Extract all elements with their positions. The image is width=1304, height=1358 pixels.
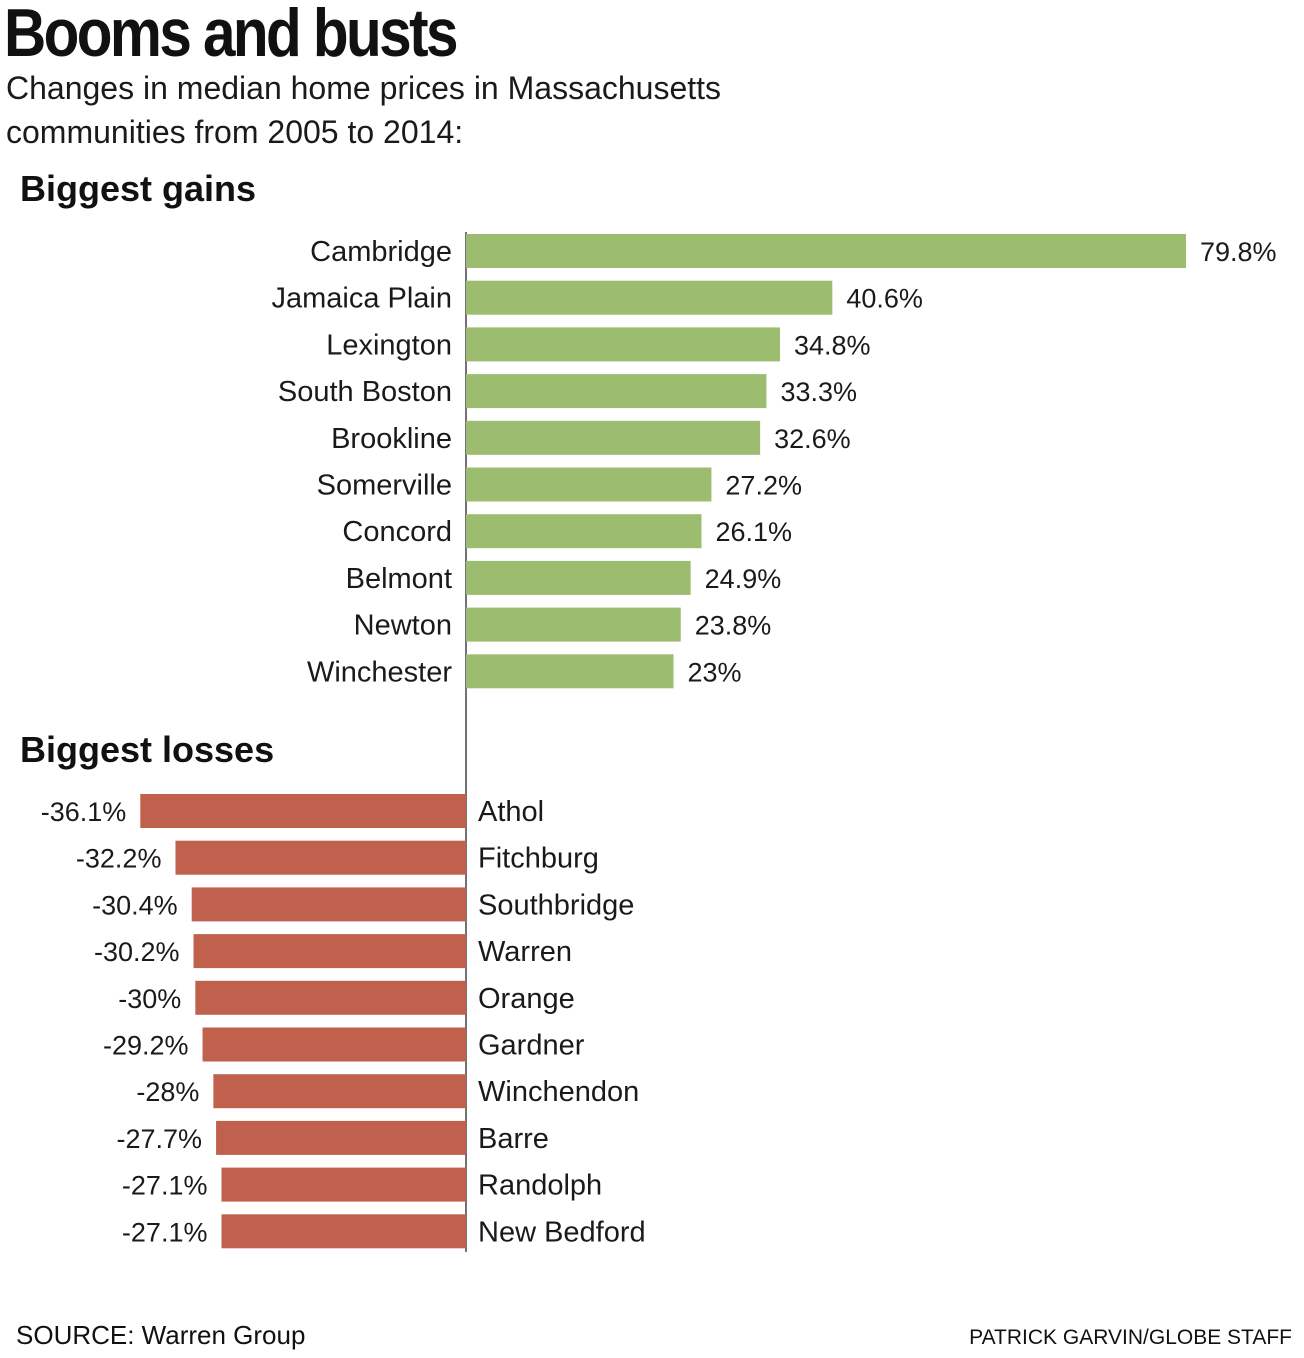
gain-value-label: 26.1% <box>715 517 792 547</box>
gain-bar <box>466 560 691 595</box>
loss-bar <box>140 794 467 828</box>
gain-value-label: 23% <box>688 657 742 687</box>
loss-value-label: -30.4% <box>92 890 178 920</box>
gain-value-label: 27.2% <box>725 471 802 501</box>
loss-value-label: -36.1% <box>41 797 127 827</box>
gain-category-label: Somerville <box>317 470 452 502</box>
gain-value-label: 79.8% <box>1200 237 1277 267</box>
loss-category-label: Southbridge <box>478 889 634 921</box>
loss-value-label: -29.2% <box>103 1031 189 1061</box>
loss-bar <box>175 840 466 875</box>
loss-value-label: -27.7% <box>117 1124 203 1154</box>
gain-bar <box>466 327 780 362</box>
gain-category-label: Winchester <box>307 656 452 688</box>
chart-subtitle: Changes in median home prices in Massach… <box>6 70 722 150</box>
loss-value-label: -28% <box>136 1077 199 1107</box>
credit-note: PATRICK GARVIN/GLOBE STAFF <box>969 1326 1292 1349</box>
gain-value-label: 40.6% <box>846 284 923 314</box>
gain-value-label: 34.8% <box>794 330 871 360</box>
gain-value-label: 24.9% <box>705 564 782 594</box>
loss-category-label: Winchendon <box>478 1076 639 1108</box>
loss-category-label: Athol <box>478 796 544 828</box>
loss-bar <box>191 887 466 922</box>
gain-bar <box>466 234 1186 268</box>
loss-bar <box>195 980 466 1015</box>
gain-category-label: Lexington <box>326 329 452 361</box>
loss-category-label: Orange <box>478 983 575 1015</box>
loss-bar <box>221 1214 466 1249</box>
gain-value-label: 33.3% <box>780 377 857 407</box>
source-note: SOURCE: Warren Group <box>16 1320 306 1350</box>
loss-value-label: -27.1% <box>122 1217 208 1247</box>
gain-category-label: Brookline <box>331 423 452 455</box>
gain-bar <box>466 467 712 502</box>
loss-bar <box>193 934 466 969</box>
gain-category-label: Jamaica Plain <box>271 283 452 315</box>
loss-category-label: Barre <box>478 1123 549 1155</box>
loss-category-label: Gardner <box>478 1030 585 1062</box>
gain-category-label: Concord <box>342 516 452 548</box>
gain-category-label: Belmont <box>346 563 452 595</box>
losses-heading: Biggest losses <box>20 729 275 770</box>
gain-bar <box>466 374 767 409</box>
gain-bar <box>466 607 681 642</box>
loss-value-label: -30.2% <box>94 937 180 967</box>
gain-bar <box>466 514 702 549</box>
gain-bar <box>466 654 674 689</box>
loss-value-label: -30% <box>118 984 181 1014</box>
loss-bar <box>216 1120 466 1155</box>
loss-category-label: Fitchburg <box>478 843 599 875</box>
gain-category-label: Newton <box>354 610 452 642</box>
loss-value-label: -27.1% <box>122 1171 208 1201</box>
loss-category-label: New Bedford <box>478 1216 646 1248</box>
chart-title: Booms and busts <box>4 0 459 71</box>
gain-value-label: 32.6% <box>774 424 851 454</box>
loss-value-label: -32.2% <box>76 844 162 874</box>
gain-bar <box>466 280 833 315</box>
loss-category-label: Randolph <box>478 1170 602 1202</box>
loss-bar <box>221 1167 466 1202</box>
loss-category-label: Warren <box>478 936 572 968</box>
bar-chart: Cambridge 79.8% Jamaica Plain 40.6% Lexingto… <box>41 232 1277 1252</box>
gain-category-label: South Boston <box>278 376 452 408</box>
gain-category-label: Cambridge <box>310 236 452 268</box>
gains-heading: Biggest gains <box>20 168 257 209</box>
loss-bar <box>202 1027 466 1062</box>
gain-bar <box>466 420 761 455</box>
loss-bar <box>213 1074 466 1109</box>
gain-value-label: 23.8% <box>695 611 772 641</box>
